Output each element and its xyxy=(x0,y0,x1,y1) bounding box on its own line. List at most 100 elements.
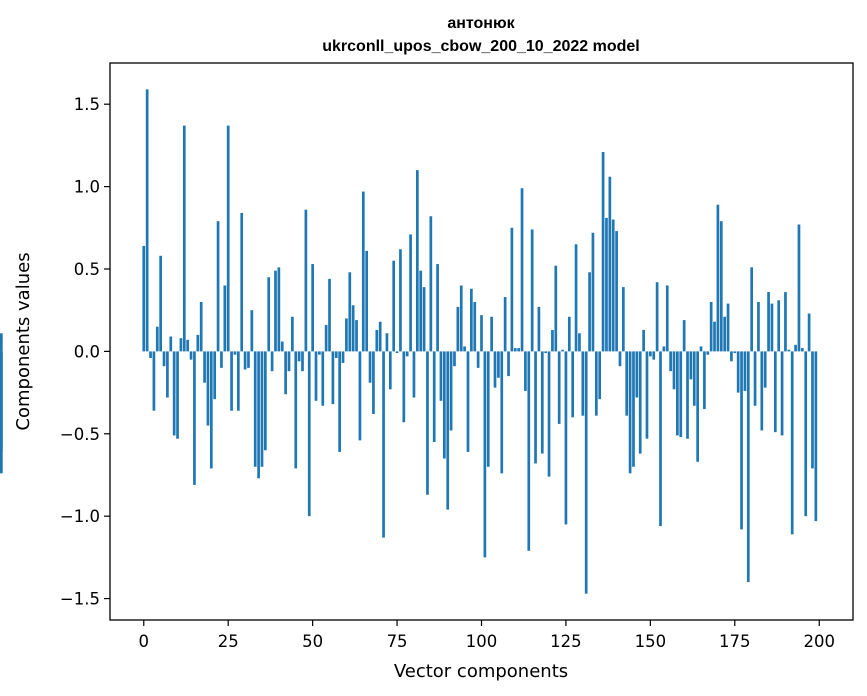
bar xyxy=(277,267,281,352)
bar xyxy=(797,224,801,352)
bar xyxy=(189,351,193,360)
bar xyxy=(767,292,770,352)
bar xyxy=(476,351,480,368)
bar xyxy=(361,191,365,352)
bar xyxy=(365,250,369,352)
bar xyxy=(446,351,450,510)
bar xyxy=(466,351,470,452)
bar xyxy=(287,351,291,372)
bar xyxy=(436,264,439,352)
bar xyxy=(220,351,223,368)
bar xyxy=(209,351,213,469)
bar xyxy=(709,301,713,352)
bar xyxy=(500,351,504,474)
bar xyxy=(655,282,659,352)
bar xyxy=(760,351,764,431)
bar xyxy=(682,320,686,352)
bar xyxy=(726,303,730,352)
bar xyxy=(314,351,318,401)
bar xyxy=(328,278,331,352)
bar xyxy=(280,341,284,352)
bar xyxy=(412,351,416,398)
bar xyxy=(216,221,220,352)
bar xyxy=(372,351,375,415)
bar xyxy=(787,349,791,352)
y-tick-label: −1.5 xyxy=(60,590,100,609)
bar xyxy=(199,301,203,352)
bar xyxy=(486,351,490,467)
bar xyxy=(0,351,3,452)
bar xyxy=(790,351,794,535)
bar xyxy=(294,351,298,469)
bar xyxy=(206,351,210,426)
bar xyxy=(179,338,183,352)
bar xyxy=(243,351,247,370)
bar xyxy=(311,264,314,352)
bar xyxy=(324,325,328,352)
bar xyxy=(267,277,271,352)
bar xyxy=(223,285,227,352)
bar xyxy=(784,292,787,352)
bar xyxy=(334,351,338,358)
y-tick-label: 0.0 xyxy=(74,342,100,361)
bar xyxy=(692,351,696,406)
y-tick-label: −1.0 xyxy=(60,507,100,526)
bar xyxy=(621,287,625,352)
bar xyxy=(686,351,689,439)
bar xyxy=(736,351,740,393)
bar xyxy=(537,306,541,352)
bar xyxy=(493,351,497,388)
bar xyxy=(773,351,777,433)
bar xyxy=(794,344,797,352)
x-tick-label: 200 xyxy=(803,632,835,651)
bar xyxy=(307,351,311,517)
bar xyxy=(608,176,612,352)
bar xyxy=(453,351,456,367)
bar xyxy=(422,287,426,352)
bar xyxy=(304,209,308,352)
bar xyxy=(385,333,389,352)
bar xyxy=(159,255,163,352)
bar xyxy=(503,297,507,352)
x-tick-label: 50 xyxy=(302,632,323,651)
y-tick-label: 1.5 xyxy=(74,95,100,114)
bar xyxy=(540,351,544,454)
bar xyxy=(753,351,757,406)
bar xyxy=(331,351,335,405)
bar xyxy=(432,351,436,443)
bar xyxy=(699,346,703,352)
bar xyxy=(517,348,520,352)
x-tick-label: 150 xyxy=(635,632,667,651)
y-axis-ticks: −1.5 −1.0 −0.5 0.0 0.5 1.0 1.5 xyxy=(60,95,110,609)
bar xyxy=(247,351,250,368)
x-tick-label: 100 xyxy=(466,632,498,651)
bar xyxy=(649,351,652,357)
bar xyxy=(378,321,382,352)
bar xyxy=(530,229,534,352)
bar xyxy=(341,351,345,363)
bar xyxy=(605,217,608,352)
bar xyxy=(581,351,585,416)
bar xyxy=(497,351,500,378)
bar xyxy=(510,227,514,352)
bar xyxy=(591,232,595,352)
bar xyxy=(274,270,277,352)
bar xyxy=(203,351,206,383)
bar xyxy=(145,89,149,352)
bar xyxy=(611,219,615,352)
bar xyxy=(676,351,679,436)
bar xyxy=(513,348,517,352)
bar xyxy=(0,333,3,352)
bar xyxy=(250,310,254,352)
bar xyxy=(392,260,396,352)
x-tick-label: 0 xyxy=(139,632,150,651)
bar xyxy=(689,351,693,380)
x-tick-label: 25 xyxy=(218,632,239,651)
bar xyxy=(665,285,669,352)
bar xyxy=(345,318,348,352)
bar xyxy=(800,348,804,352)
bar xyxy=(439,351,443,401)
bar xyxy=(193,351,196,485)
bar xyxy=(669,351,672,372)
